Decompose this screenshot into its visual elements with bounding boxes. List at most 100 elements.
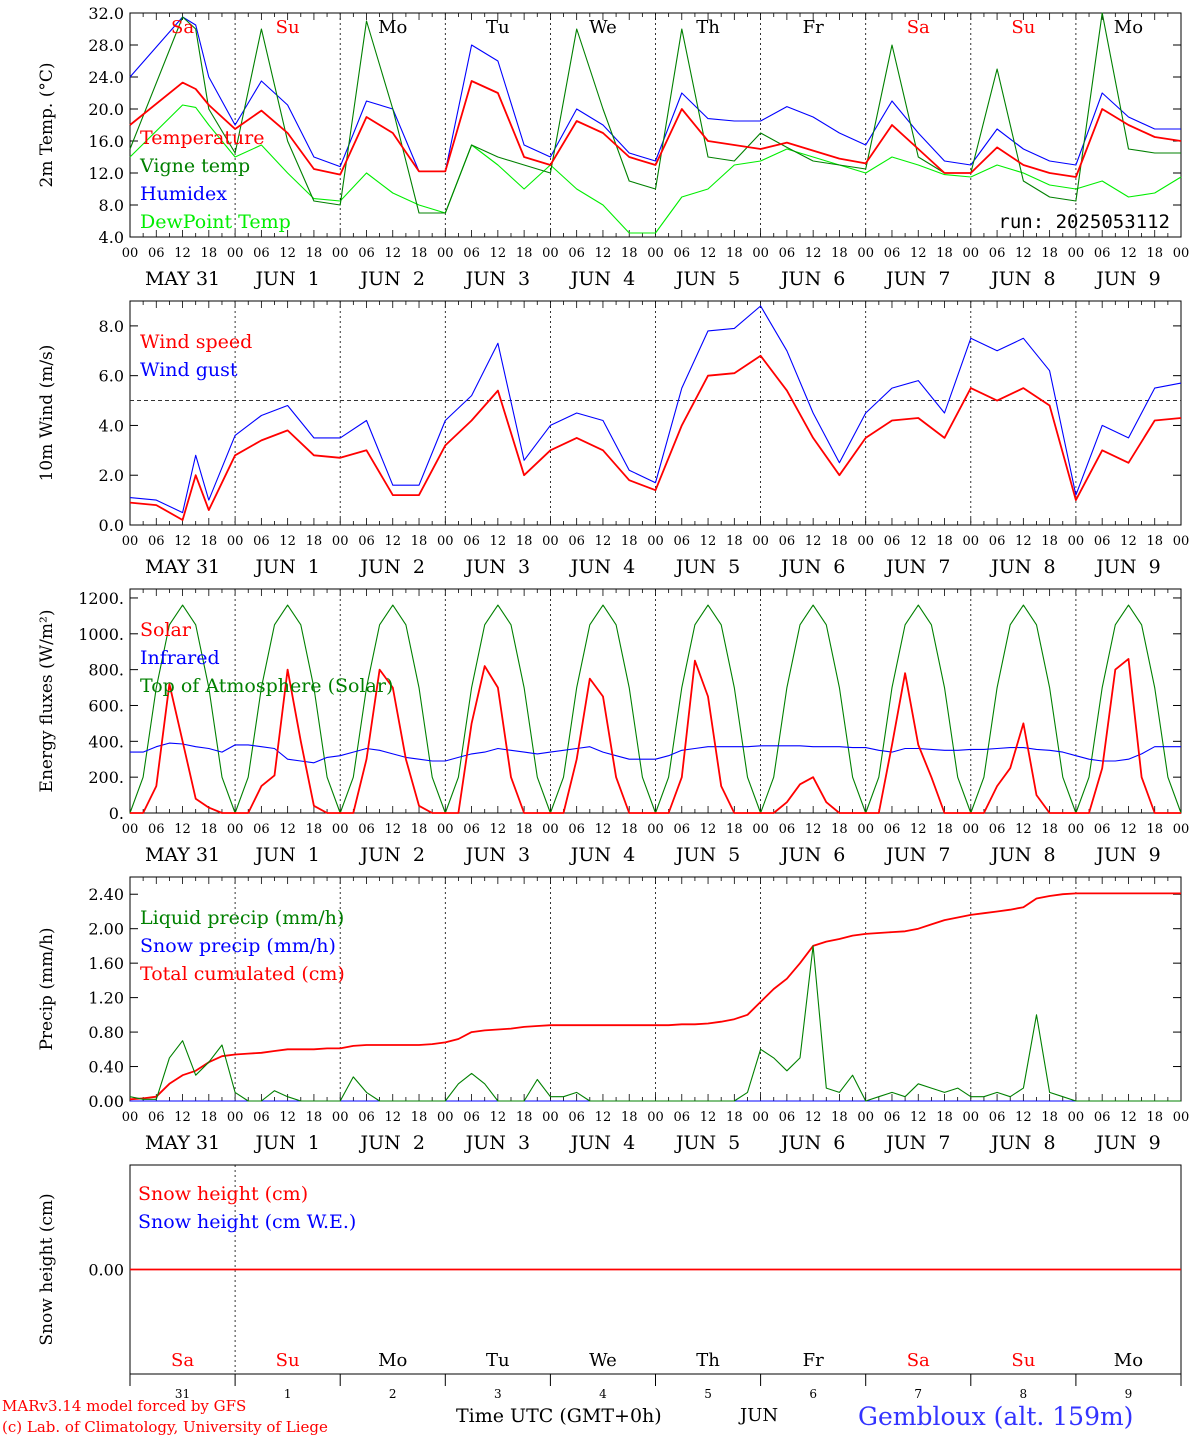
x-hour-label: 12 — [595, 534, 612, 549]
x-date-label: JUN 1 — [253, 268, 319, 290]
run-label: run: 2025053112 — [998, 211, 1170, 233]
x-day-number: 9 — [1125, 1387, 1133, 1401]
x-date-label: JUN 3 — [464, 1132, 530, 1154]
y-tick-label: 1200. — [78, 589, 124, 608]
y-tick-label: 1.60 — [88, 954, 124, 973]
x-hour-label: 12 — [384, 1110, 401, 1125]
x-hour-label: 12 — [805, 534, 822, 549]
x-hour-label: 18 — [831, 246, 848, 261]
legend-entry: Wind speed — [140, 331, 252, 353]
x-hour-label: 18 — [516, 1110, 533, 1125]
x-hour-label: 12 — [1120, 822, 1137, 837]
y-tick-label: 1000. — [78, 625, 124, 644]
x-hour-label: 00 — [1173, 822, 1190, 837]
x-hour-label: 18 — [831, 822, 848, 837]
x-hour-label: 00 — [963, 1110, 980, 1125]
x-hour-label: 18 — [726, 822, 743, 837]
y-tick-label: 2.40 — [88, 885, 124, 904]
x-date-label: MAY 31 — [145, 268, 220, 290]
x-hour-label: 06 — [568, 822, 585, 837]
x-hour-label: 12 — [910, 822, 927, 837]
x-day-number: 3 — [494, 1387, 502, 1401]
day-name-bottom: Mo — [1114, 1350, 1143, 1371]
x-hour-label: 06 — [989, 246, 1006, 261]
series-line-total-cumulated-cm- — [129, 892, 1181, 1101]
x-hour-label: 18 — [1041, 1110, 1058, 1125]
series-line-liquid-precip-mm-h- — [129, 945, 1181, 1102]
x-hour-label: 00 — [1173, 246, 1190, 261]
x-hour-label: 00 — [647, 1110, 664, 1125]
legend-entry: Humidex — [140, 183, 227, 205]
day-name-bottom: Sa — [907, 1350, 930, 1371]
x-hour-label: 06 — [884, 822, 901, 837]
x-hour-label: 12 — [700, 534, 717, 549]
y-tick-label: 0.80 — [88, 1023, 124, 1042]
day-name-top: Sa — [907, 17, 930, 38]
x-hour-label: 18 — [726, 534, 743, 549]
series-line-vigne-temp — [129, 12, 1181, 214]
x-hour-label: 12 — [490, 1110, 507, 1125]
legend-entry: Wind gust — [140, 359, 238, 381]
x-hour-label: 18 — [411, 246, 428, 261]
x-hour-label: 18 — [516, 822, 533, 837]
x-hour-label: 12 — [279, 534, 296, 549]
x-hour-label: 00 — [1068, 246, 1085, 261]
x-hour-label: 00 — [752, 246, 769, 261]
legend-entry: Total cumulated (cm) — [140, 963, 345, 985]
x-hour-label: 00 — [122, 1110, 139, 1125]
day-name-top: Th — [696, 17, 720, 38]
x-date-label: JUN 2 — [359, 844, 425, 866]
x-hour-label: 06 — [463, 534, 480, 549]
x-hour-label: 06 — [779, 534, 796, 549]
y-tick-label: 28.0 — [88, 36, 124, 55]
x-hour-label: 18 — [621, 822, 638, 837]
x-hour-label: 06 — [1094, 246, 1111, 261]
day-name-top: Su — [276, 17, 300, 38]
y-axis-label: Precip (mm/h) — [37, 927, 57, 1050]
legend-entry: Infrared — [140, 647, 220, 669]
y-tick-label: 400. — [88, 732, 124, 751]
x-hour-label: 12 — [910, 246, 927, 261]
x-date-label: JUN 3 — [464, 844, 530, 866]
y-tick-label: 0.40 — [88, 1058, 124, 1077]
x-hour-label: 18 — [831, 1110, 848, 1125]
legend-entry: Solar — [140, 619, 192, 641]
y-axis-label: 2m Temp. (°C) — [37, 62, 57, 187]
x-hour-label: 18 — [1146, 1110, 1163, 1125]
x-hour-label: 12 — [1015, 1110, 1032, 1125]
x-hour-label: 00 — [752, 534, 769, 549]
x-hour-label: 00 — [857, 1110, 874, 1125]
x-hour-label: 06 — [674, 822, 691, 837]
x-hour-label: 06 — [148, 1110, 165, 1125]
y-tick-label: 800. — [88, 661, 124, 680]
x-hour-label: 18 — [621, 246, 638, 261]
day-name-bottom: We — [589, 1350, 617, 1371]
legend-entry: Snow height (cm) — [138, 1183, 308, 1205]
x-date-label: JUN 7 — [884, 1132, 950, 1154]
x-hour-label: 06 — [1094, 822, 1111, 837]
x-hour-label: 00 — [1068, 822, 1085, 837]
credit-line-2: (c) Lab. of Climatology, University of L… — [2, 1418, 328, 1436]
x-hour-label: 06 — [568, 1110, 585, 1125]
x-hour-label: 06 — [989, 1110, 1006, 1125]
y-tick-label: 8.0 — [99, 317, 124, 336]
x-hour-label: 00 — [963, 534, 980, 549]
x-hour-label: 00 — [122, 534, 139, 549]
y-tick-label: 32.0 — [88, 4, 124, 23]
y-tick-label: 0.00 — [88, 1261, 124, 1280]
series-line-temperature — [129, 80, 1182, 178]
y-tick-label: 16.0 — [88, 132, 124, 151]
x-hour-label: 06 — [253, 822, 270, 837]
x-day-number: 5 — [704, 1387, 712, 1401]
x-date-label: JUN 1 — [253, 1132, 319, 1154]
x-date-label: JUN 6 — [779, 1132, 845, 1154]
x-hour-label: 00 — [437, 246, 454, 261]
x-date-label: JUN 6 — [779, 556, 845, 578]
x-hour-label: 00 — [437, 822, 454, 837]
x-hour-label: 12 — [595, 822, 612, 837]
x-date-label: JUN 5 — [674, 844, 740, 866]
x-hour-label: 06 — [148, 246, 165, 261]
x-date-label: JUN 5 — [674, 268, 740, 290]
x-hour-label: 12 — [1120, 1110, 1137, 1125]
day-name-top: Su — [1011, 17, 1035, 38]
